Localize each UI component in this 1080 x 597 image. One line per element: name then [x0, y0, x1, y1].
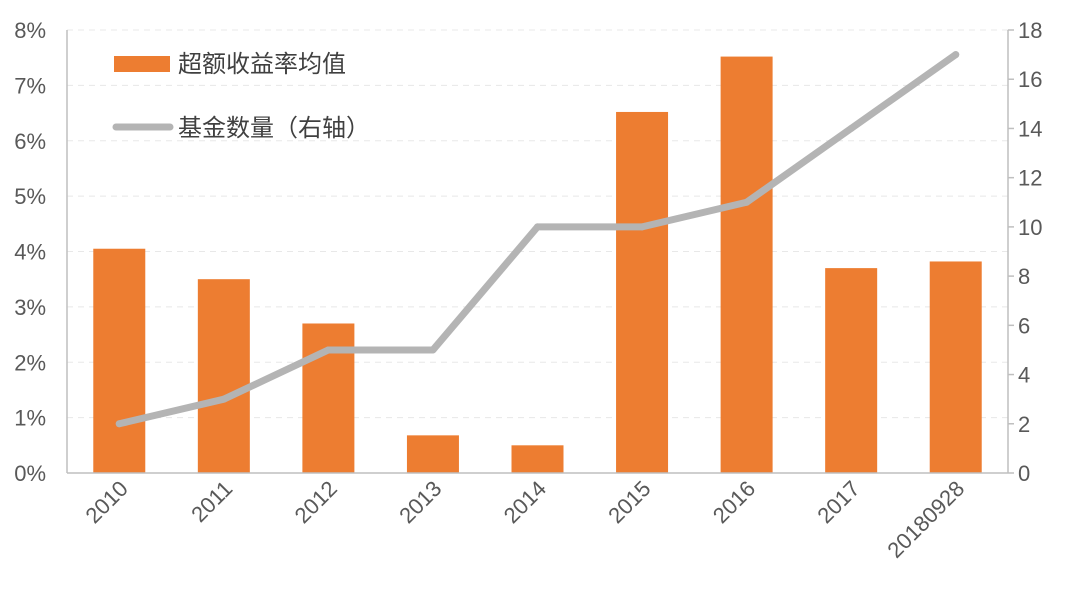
- left-tick-label: 8%: [14, 18, 46, 43]
- bar: [511, 445, 564, 473]
- bar: [197, 279, 250, 473]
- legend-line-label: 基金数量（右轴）: [178, 114, 370, 142]
- right-tick-label: 2: [1018, 412, 1030, 437]
- left-tick-label: 3%: [14, 295, 46, 320]
- right-tick-label: 8: [1018, 264, 1030, 289]
- right-tick-label: 4: [1018, 363, 1030, 388]
- right-tick-label: 6: [1018, 313, 1030, 338]
- line-point: [429, 346, 437, 354]
- x-tick-label: 2015: [603, 476, 655, 528]
- left-tick-label: 4%: [14, 240, 46, 265]
- bar: [406, 435, 459, 473]
- x-tick-label: 2014: [499, 476, 551, 528]
- bar: [825, 268, 878, 473]
- left-tick-label: 7%: [14, 73, 46, 98]
- right-tick-label: 0: [1018, 461, 1030, 486]
- x-axis-ticks: 2010 2011 2012 2013 2014 2015 2016 2017 20180928: [81, 476, 970, 563]
- bar: [929, 261, 982, 473]
- line-point: [324, 346, 332, 354]
- right-tick-label: 12: [1018, 166, 1042, 191]
- line-point: [115, 420, 123, 428]
- right-tick-label: 18: [1018, 18, 1042, 43]
- legend-bar-swatch: [114, 56, 170, 72]
- bar: [302, 323, 355, 473]
- left-tick-label: 6%: [14, 129, 46, 154]
- right-axis-ticks: 0 2 4 6 8 10 12 14 16 18: [1008, 18, 1042, 486]
- line-point: [743, 198, 751, 206]
- right-tick-label: 10: [1018, 215, 1042, 240]
- line-point: [847, 124, 855, 132]
- left-tick-label: 0%: [14, 461, 46, 486]
- x-tick-label: 2012: [290, 476, 342, 528]
- line-point: [638, 223, 646, 231]
- left-tick-label: 5%: [14, 184, 46, 209]
- bar: [93, 248, 146, 473]
- left-tick-label: 2%: [14, 350, 46, 375]
- legend-bar-label: 超额收益率均值: [178, 50, 346, 78]
- right-tick-label: 16: [1018, 67, 1042, 92]
- x-tick-label: 20180928: [882, 476, 969, 563]
- bar: [616, 111, 669, 473]
- line-point: [534, 223, 541, 231]
- line-series: [115, 51, 960, 428]
- left-tick-label: 1%: [14, 406, 46, 431]
- x-tick-label: 2010: [81, 476, 133, 528]
- axes: [66, 30, 1009, 474]
- x-tick-label: 2013: [394, 476, 446, 528]
- left-axis-ticks: 0% 1% 2% 3% 4% 5% 6% 7% 8%: [14, 18, 46, 486]
- x-tick-label: 2016: [708, 476, 760, 528]
- legend: 超额收益率均值 基金数量（右轴）: [112, 50, 370, 142]
- bar: [720, 56, 773, 473]
- x-tick-label: 2011: [186, 476, 237, 527]
- x-tick-label: 2017: [812, 476, 864, 528]
- line-point: [220, 395, 228, 403]
- line-point: [952, 51, 960, 59]
- right-tick-label: 14: [1018, 116, 1042, 141]
